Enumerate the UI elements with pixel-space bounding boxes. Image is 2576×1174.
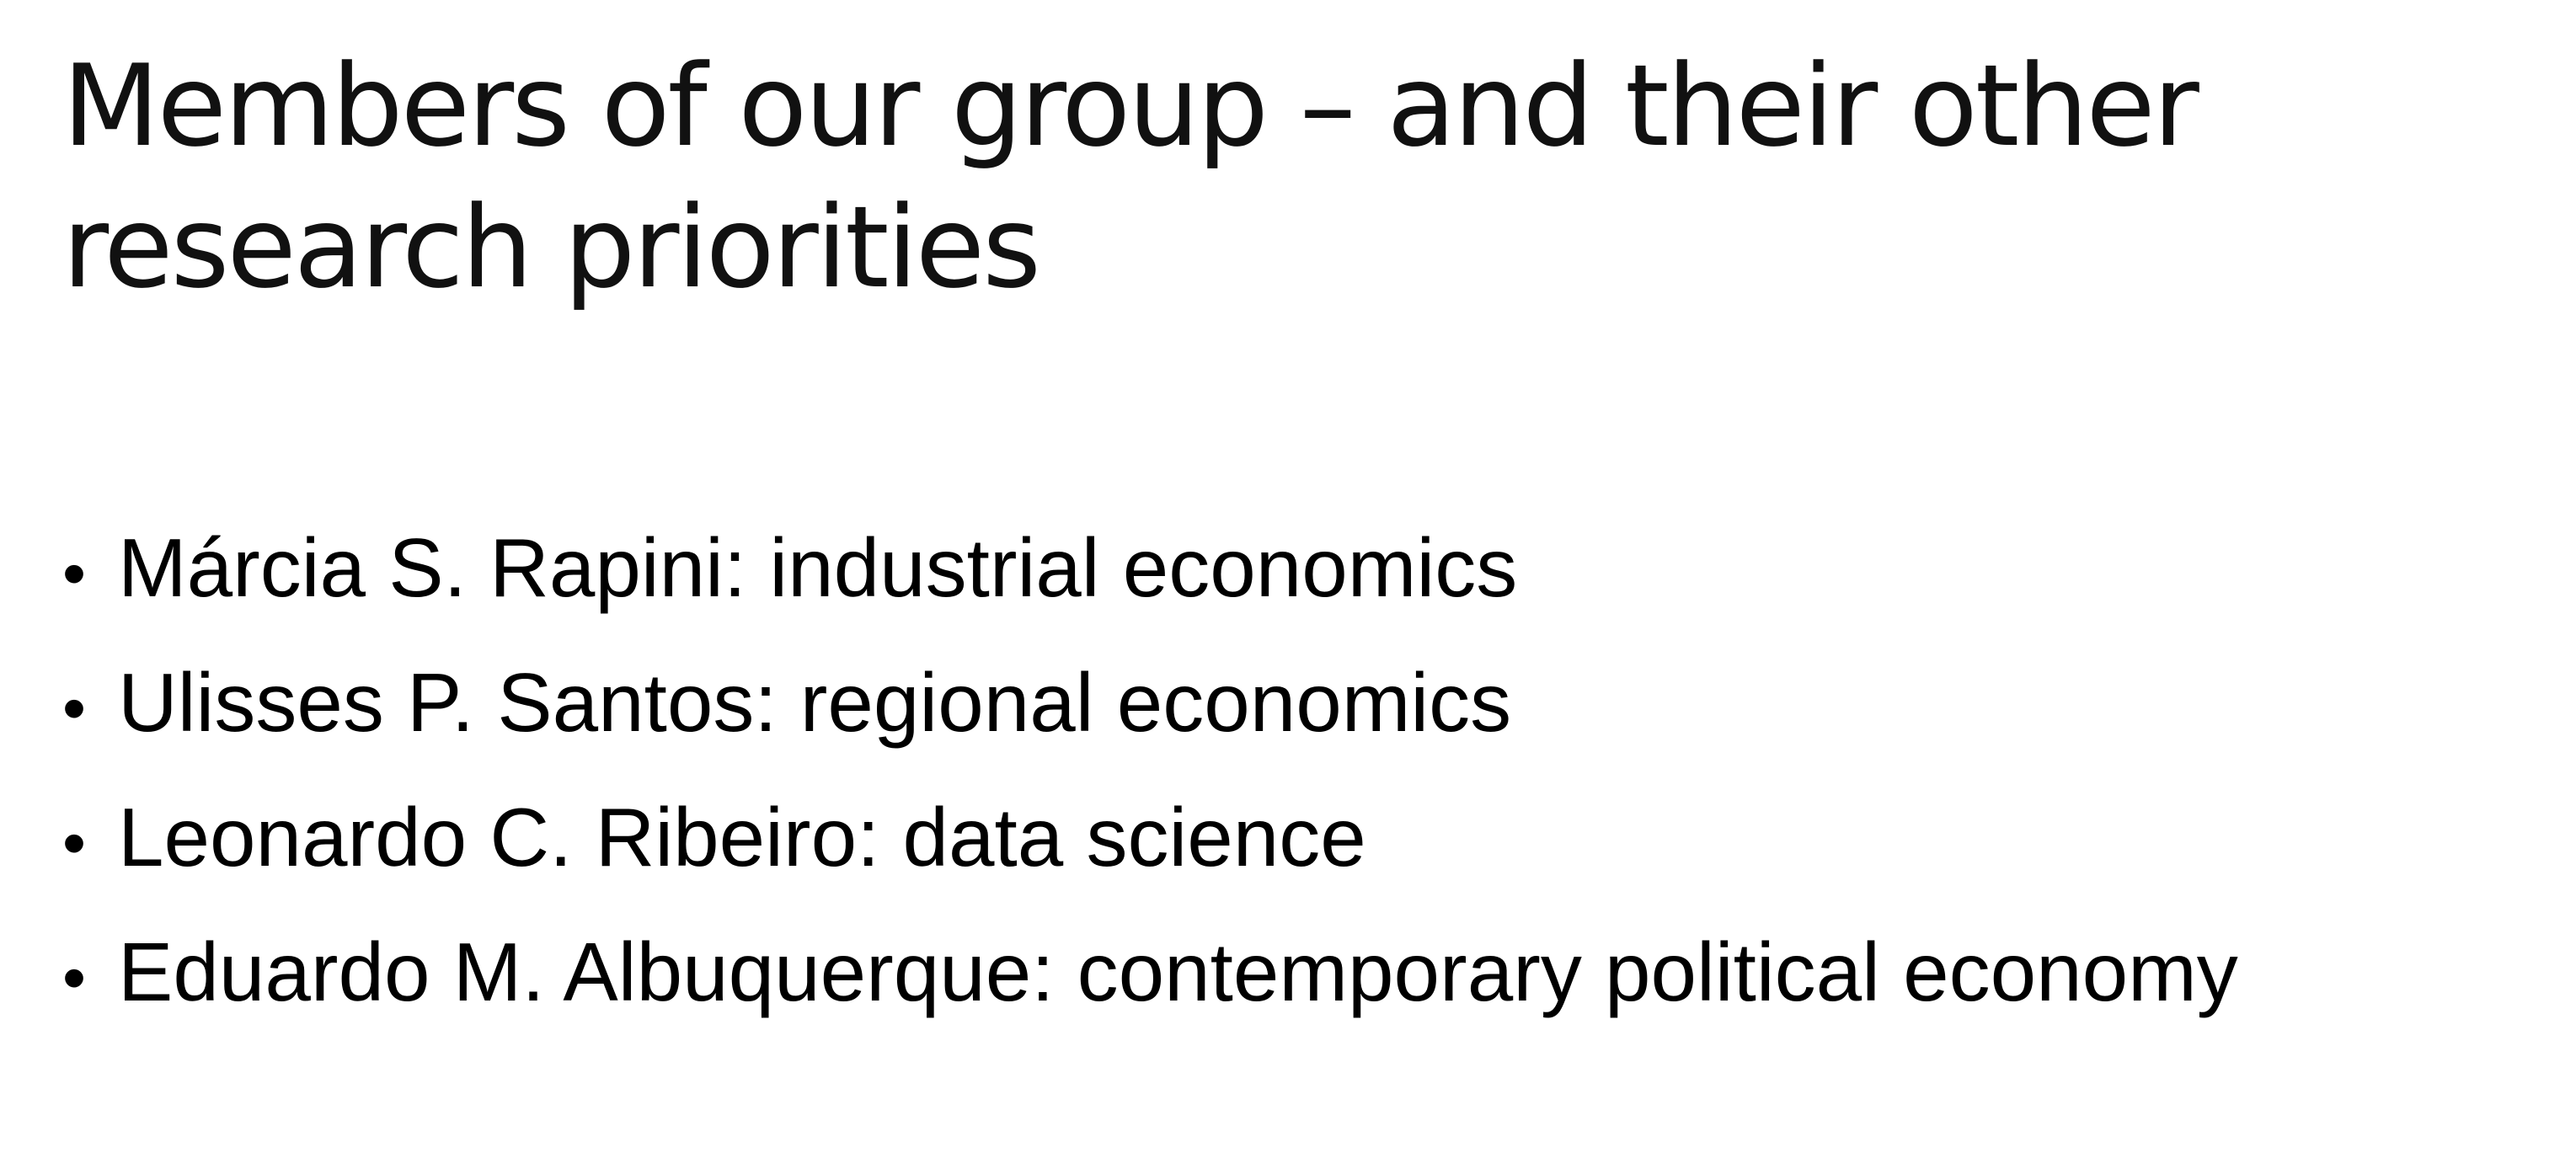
slide-title-line-1: Members of our group – and their other (62, 40, 2199, 172)
bullet-icon: • (62, 940, 87, 1015)
bullet-list: • Márcia S. Rapini: industrial economics… (62, 500, 2238, 1039)
bullet-icon: • (62, 805, 87, 880)
bullet-text: Márcia S. Rapini: industrial economics (118, 521, 1518, 614)
bullet-item-ribeiro: • Leonardo C. Ribeiro: data science (62, 770, 2238, 905)
bullet-icon: • (62, 536, 87, 611)
slide-title-line-2: research priorities (62, 182, 1041, 313)
bullet-text: Eduardo M. Albuquerque: contemporary pol… (118, 926, 2238, 1018)
bullet-item-albuquerque: • Eduardo M. Albuquerque: contemporary p… (62, 905, 2238, 1039)
bullet-item-santos: • Ulisses P. Santos: regional economics (62, 635, 2238, 770)
slide-title: Members of our group – and their other r… (62, 35, 2505, 318)
bullet-icon: • (62, 670, 87, 745)
bullet-text: Leonardo C. Ribeiro: data science (118, 791, 1366, 883)
bullet-text: Ulisses P. Santos: regional economics (118, 656, 1512, 749)
bullet-item-rapini: • Márcia S. Rapini: industrial economics (62, 500, 2238, 635)
